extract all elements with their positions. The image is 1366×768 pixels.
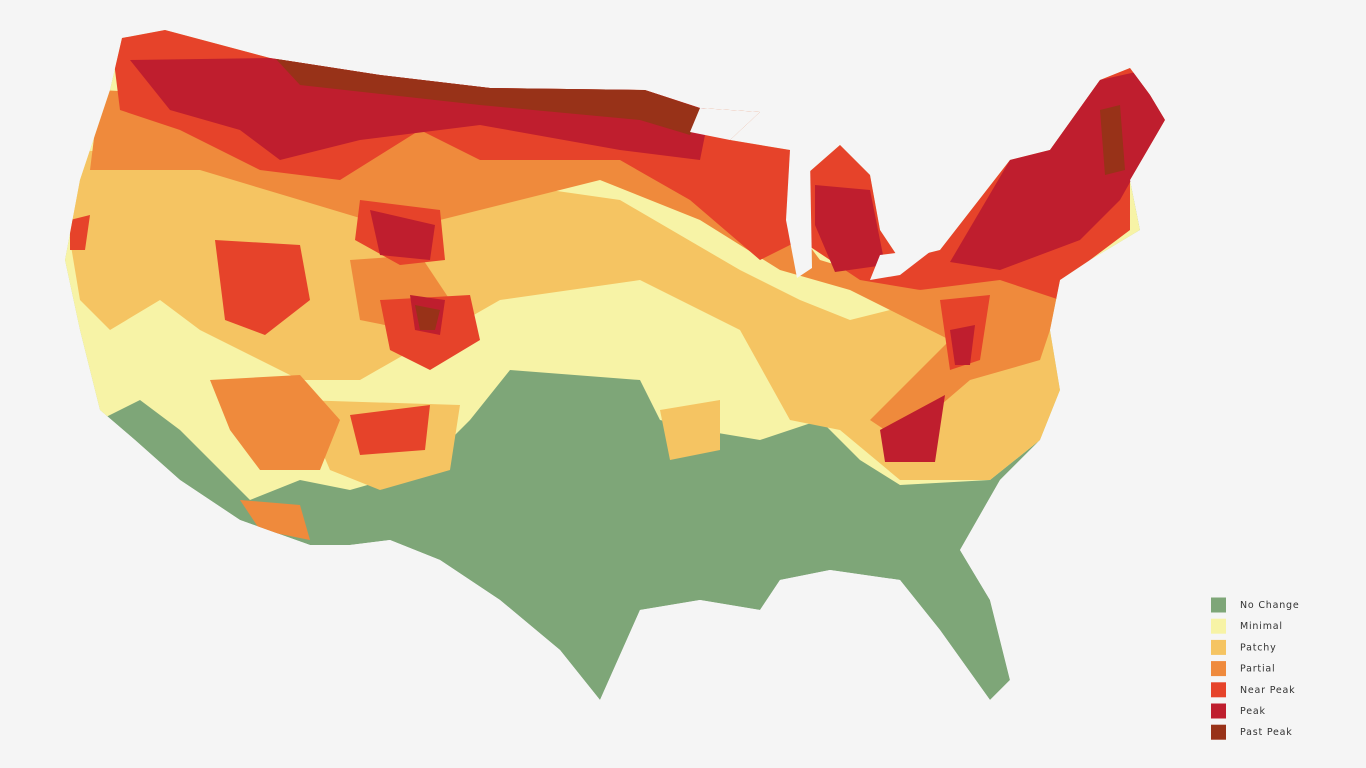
region [70,150,1060,480]
legend-swatch [1211,618,1226,634]
region [130,58,710,160]
legend: No Change Minimal Patchy Partial Near Peak Pe… [1211,597,1300,740]
legend-swatch [1211,661,1226,677]
region [815,185,885,272]
region [415,305,440,330]
region [1100,105,1125,175]
legend-swatch [1211,724,1226,740]
legend-swatch [1211,597,1226,613]
lake [690,108,760,140]
region [660,400,720,460]
region [210,375,340,470]
lake [870,248,935,280]
legend-swatch [1211,639,1226,655]
legend-label: Peak [1240,706,1266,717]
great-lakes [690,108,935,280]
legend-label: Patchy [1240,642,1277,653]
legend-label: Near Peak [1240,685,1295,696]
region [240,500,310,540]
legend-swatch [1211,682,1226,698]
region [275,58,705,135]
lake [786,150,812,278]
legend-swatch [1211,703,1226,719]
region [370,210,435,260]
legend-label: Past Peak [1240,727,1293,738]
region [880,395,945,462]
region [215,240,310,335]
legend-label: Partial [1240,664,1275,675]
region [950,325,975,365]
legend-label: No Change [1240,600,1300,611]
region [350,405,430,455]
legend-label: Minimal [1240,621,1283,632]
region [70,215,90,250]
